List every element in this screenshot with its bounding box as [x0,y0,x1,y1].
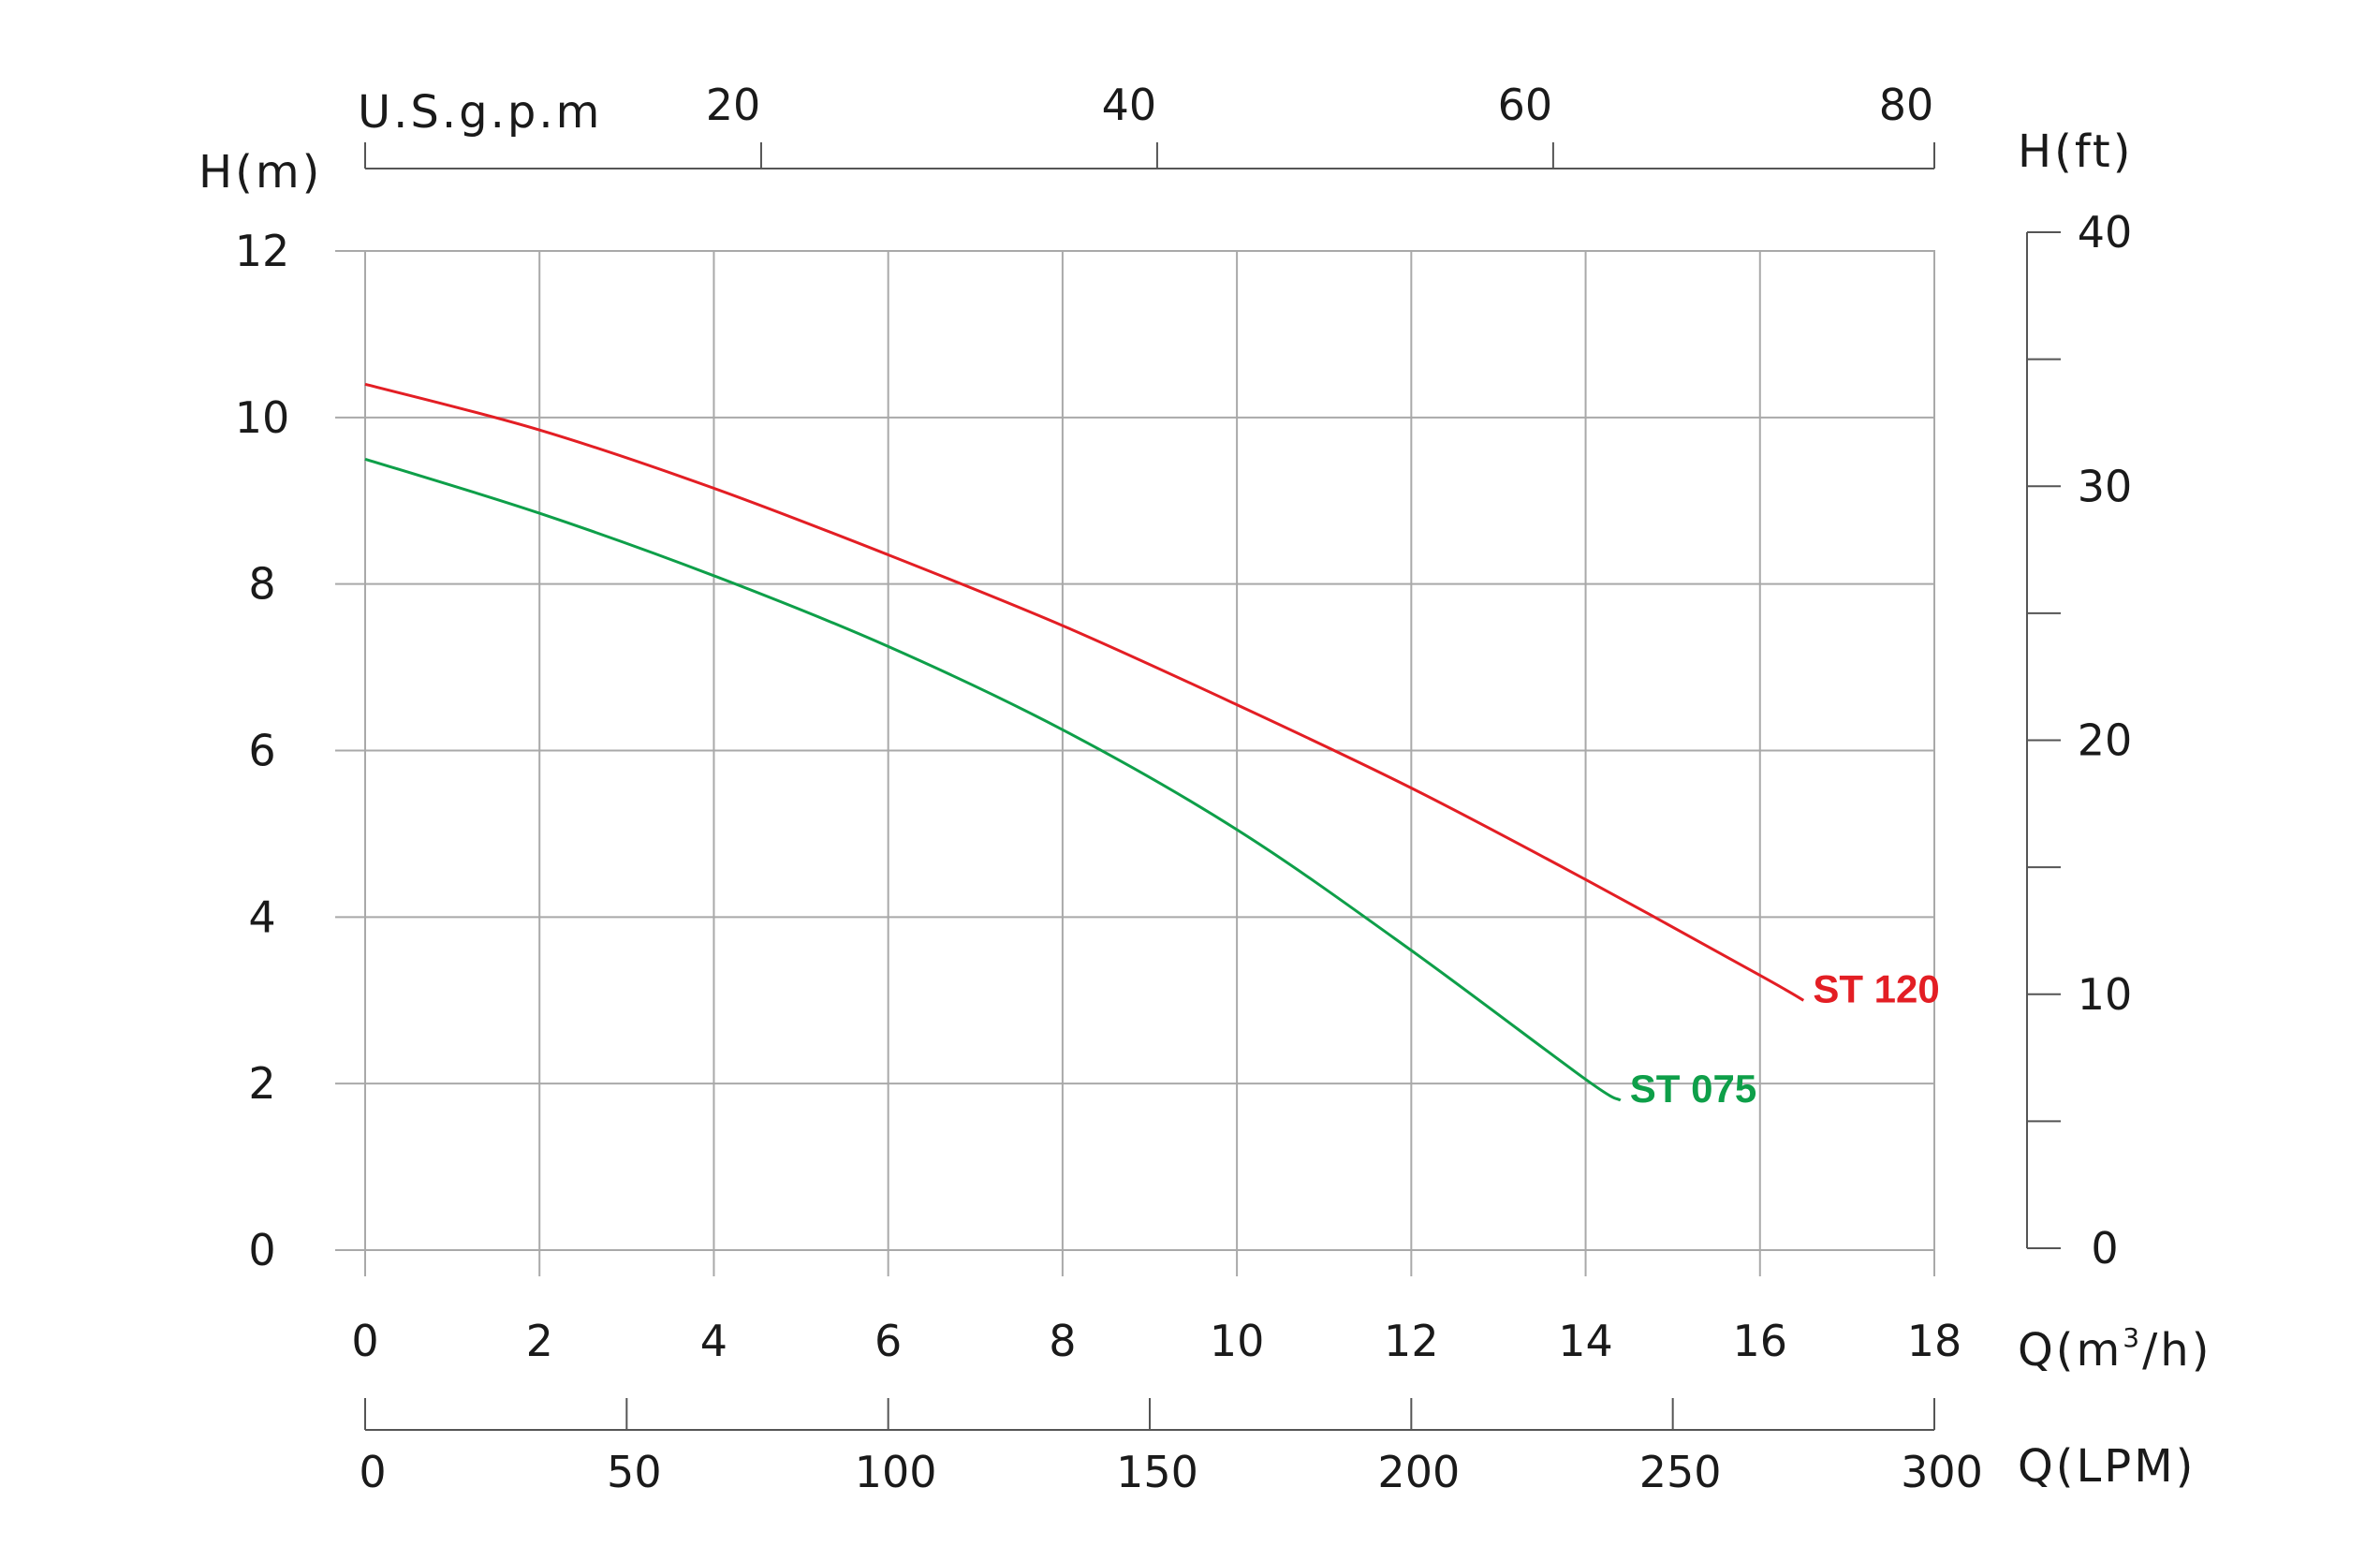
series-label-1: ST 075 [1630,1067,1756,1111]
x-lpm-axis-label: Q(LPM) [2018,1440,2196,1493]
x-usgpm-tick-label: 80 [1879,80,1934,130]
y-ft-tick-label: 20 [2078,715,2133,766]
x-m3h-tick-label: 0 [351,1316,378,1366]
x-m3h-axis-superscript: 3 [2123,1322,2142,1353]
y-ft-tick-label: 30 [2078,461,2133,511]
series-line-0 [364,382,1805,1002]
x-lpm-tick-label: 250 [1639,1447,1722,1497]
x-m3h-tick-label: 10 [1210,1316,1265,1366]
x-lpm-tick-label: 50 [607,1447,662,1497]
x-m3h-tick-label: 18 [1907,1316,1962,1366]
x-m3h-tick-label: 8 [1049,1316,1076,1366]
x-m3h-tick-label: 14 [1558,1316,1613,1366]
y-m-tick-label: 8 [248,559,275,610]
x-usgpm-tick-label: 40 [1102,80,1157,130]
series-label-0: ST 120 [1813,966,1939,1010]
y-m-axis-label: H(m) [198,146,322,199]
y-m-tick-label: 4 [248,891,275,942]
x-m3h-tick-label: 12 [1384,1316,1439,1366]
x-lpm-tick-label: 300 [1901,1447,1983,1497]
y-m-tick-label: 10 [235,392,290,443]
x-lpm-tick-label: 0 [359,1447,386,1497]
y-m-tick-label: 2 [248,1058,275,1109]
x-m3h-tick-label: 4 [700,1316,727,1366]
axes [364,142,2061,1431]
y-m-tick-label: 6 [248,726,275,776]
y-ft-tick-label: 10 [2078,969,2133,1020]
x-lpm-tick-label: 200 [1377,1447,1460,1497]
x-m3h-tick-label: 2 [526,1316,553,1366]
y-ft-tick-label: 0 [2091,1223,2118,1274]
x-m3h-axis-label: Q(m3/h) [2018,1322,2211,1377]
x-usgpm-tick-label: 20 [706,80,761,130]
series [364,382,1805,1102]
x-lpm-tick-label: 100 [855,1447,937,1497]
x-usgpm-tick-label: 60 [1498,80,1553,130]
grid [335,250,1935,1276]
x-m3h-tick-label: 16 [1733,1316,1788,1366]
x-m3h-axis-label-suffix: /h) [2142,1324,2211,1377]
y-ft-tick-label: 40 [2078,207,2133,258]
series-line-1 [364,457,1622,1102]
x-usgpm-axis-label: U.S.g.p.m [358,86,602,139]
x-lpm-tick-label: 150 [1116,1447,1198,1497]
x-m3h-tick-label: 6 [874,1316,902,1366]
y-m-tick-label: 12 [235,226,290,276]
y-m-tick-label: 0 [248,1225,275,1275]
y-ft-axis-label: H(ft) [2018,125,2133,178]
